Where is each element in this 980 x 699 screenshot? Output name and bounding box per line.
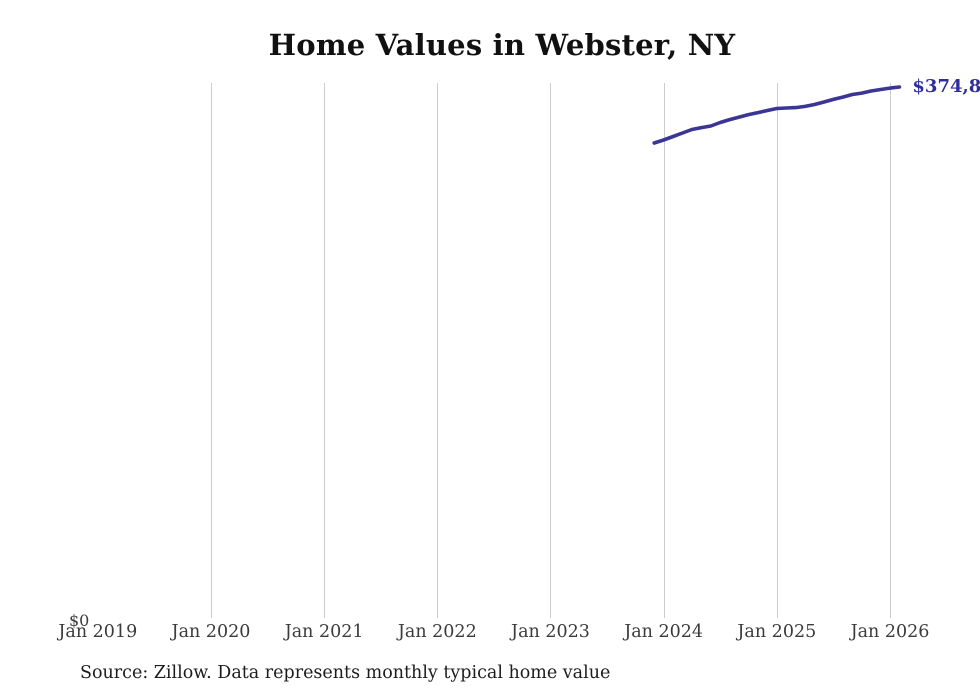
x-axis-tick-label: Jan 2025 [737,622,817,642]
chart-title: Home Values in Webster, NY [268,28,736,62]
x-axis-tick-label: Jan 2020 [171,622,251,642]
x-axis-tick-label: Jan 2019 [58,622,138,642]
x-axis-tick-label: Jan 2023 [511,622,590,642]
x-axis-tick-label: Jan 2024 [624,622,704,642]
home-value-line-series [652,85,902,145]
vertical-gridlines [211,83,891,618]
x-axis-tick-label: Jan 2021 [284,622,364,642]
x-axis-tick-label: Jan 2026 [850,622,930,642]
x-axis-tick-label: Jan 2022 [397,622,477,642]
latest-value-annotation: $374,877 [912,75,980,97]
y-axis-zero-label: $0 [69,611,90,630]
source-note: Source: Zillow. Data represents monthly … [80,663,611,683]
